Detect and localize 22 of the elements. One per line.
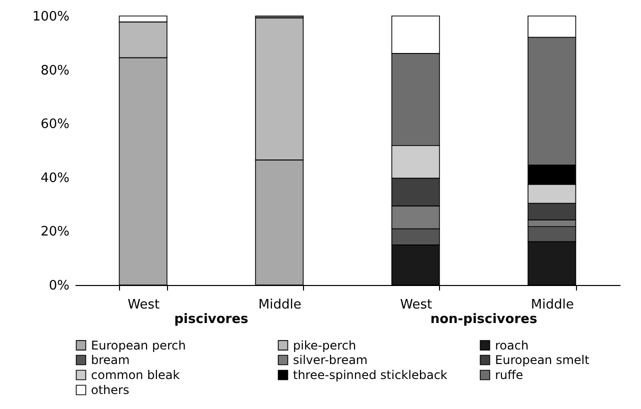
x-tick-label: Middle	[530, 298, 574, 312]
y-tick-label: 60%	[40, 117, 70, 132]
y-tick-label: 80%	[40, 63, 70, 78]
x-tick-label: Middle	[258, 298, 302, 312]
x-tick-label: West	[400, 298, 432, 312]
legend-label: common bleak	[91, 368, 180, 382]
x-tick-label: West	[128, 298, 160, 312]
y-tick-label: 0%	[48, 278, 70, 294]
legend-label: bream	[91, 353, 130, 367]
legend-label: others	[91, 383, 130, 397]
legend-label: three-spinned stickleback	[293, 368, 448, 382]
legend-label: European smelt	[495, 353, 590, 367]
legend-label: ruffe	[495, 368, 524, 382]
legend-label: silver-bream	[293, 353, 368, 367]
y-tick-label: 20%	[40, 224, 70, 240]
legend-label: European perch	[91, 338, 186, 352]
y-tick-label: 100%	[32, 10, 70, 24]
legend-label: roach	[495, 338, 529, 352]
legend-label: pike-perch	[293, 338, 356, 352]
text: piscivores	[174, 312, 249, 327]
y-tick-label: 40%	[40, 170, 70, 186]
text: non-piscivores	[430, 312, 538, 327]
